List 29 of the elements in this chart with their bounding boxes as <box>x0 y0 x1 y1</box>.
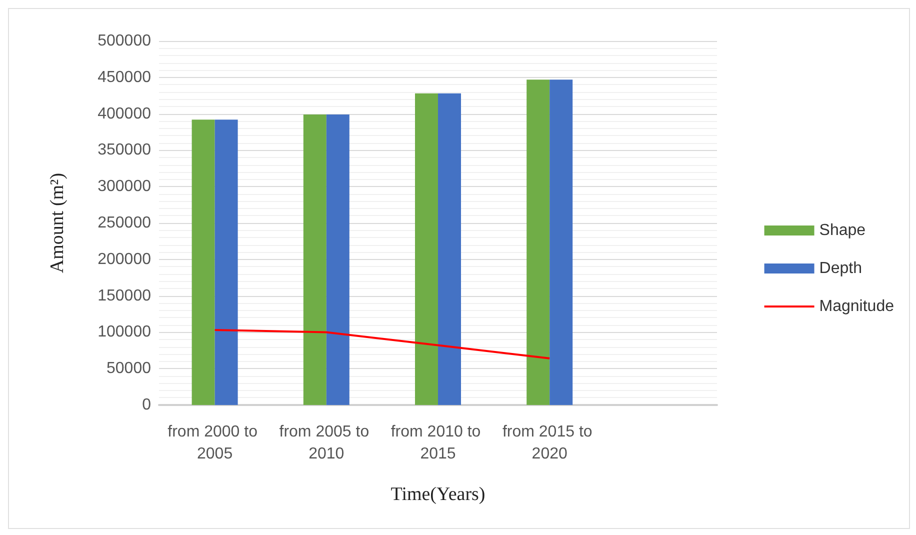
bar <box>415 93 438 405</box>
y-tick-label: 300000 <box>98 178 152 196</box>
x-tick-label: from 2000 to 2005 <box>168 424 262 462</box>
bar <box>303 114 326 405</box>
y-tick-label: 200000 <box>98 250 152 268</box>
x-axis-title: Time(Years) <box>390 484 486 505</box>
y-tick-label: 100000 <box>98 324 152 341</box>
y-tick-label: 350000 <box>98 142 152 159</box>
y-axis-title: Amount (m²) <box>47 172 68 274</box>
legend-label: Magnitude <box>819 298 894 315</box>
bar <box>326 114 350 405</box>
y-tick-label: 150000 <box>98 287 152 304</box>
y-tick-label: 0 <box>142 396 152 414</box>
bar <box>550 80 573 405</box>
bar <box>192 120 215 405</box>
y-tick-label: 450000 <box>98 68 152 86</box>
x-tick-label: from 2005 to 2010 <box>279 424 374 462</box>
bar <box>438 93 461 405</box>
line-series <box>214 329 551 360</box>
x-tick-label: from 2015 to 2020 <box>502 424 597 462</box>
bar <box>214 120 238 405</box>
y-tick-label: 400000 <box>98 105 152 122</box>
x-tick-label: from 2010 to 2015 <box>390 424 486 462</box>
y-tick-label: 250000 <box>98 214 152 232</box>
y-tick-label: 500000 <box>98 32 152 50</box>
legend-label: Depth <box>819 260 862 277</box>
legend-label: Shape <box>819 222 866 239</box>
bar <box>526 80 550 405</box>
y-tick-label: 50000 <box>106 360 152 378</box>
